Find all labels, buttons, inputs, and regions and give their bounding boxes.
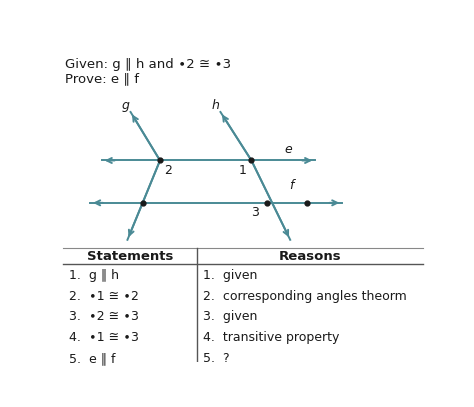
Text: 5.  e ∥ f: 5. e ∥ f bbox=[69, 352, 116, 365]
Text: 5.  ?: 5. ? bbox=[203, 352, 230, 365]
Text: h: h bbox=[212, 99, 220, 112]
Text: Prove: e ∥ f: Prove: e ∥ f bbox=[65, 72, 139, 85]
Text: 4.  ∙1 ≅ ∙3: 4. ∙1 ≅ ∙3 bbox=[69, 331, 139, 344]
Text: Reasons: Reasons bbox=[279, 250, 341, 263]
Text: 3.  given: 3. given bbox=[203, 310, 258, 323]
Text: 4.  transitive property: 4. transitive property bbox=[203, 331, 340, 344]
Text: 3: 3 bbox=[251, 206, 258, 219]
Text: Statements: Statements bbox=[87, 250, 173, 263]
Text: f: f bbox=[290, 179, 294, 193]
Text: 2: 2 bbox=[164, 164, 173, 177]
Text: 1: 1 bbox=[238, 164, 246, 177]
Text: 2.  corresponding angles theorm: 2. corresponding angles theorm bbox=[203, 289, 407, 302]
Text: 2.  ∙1 ≅ ∙2: 2. ∙1 ≅ ∙2 bbox=[69, 289, 139, 302]
Text: Given: g ∥ h and ∙2 ≅ ∙3: Given: g ∥ h and ∙2 ≅ ∙3 bbox=[65, 58, 232, 71]
Text: g: g bbox=[121, 99, 129, 112]
Text: 1.  g ∥ h: 1. g ∥ h bbox=[69, 269, 119, 282]
Text: 3.  ∙2 ≅ ∙3: 3. ∙2 ≅ ∙3 bbox=[69, 310, 139, 323]
Text: e: e bbox=[285, 143, 292, 156]
Text: 1.  given: 1. given bbox=[203, 269, 258, 282]
